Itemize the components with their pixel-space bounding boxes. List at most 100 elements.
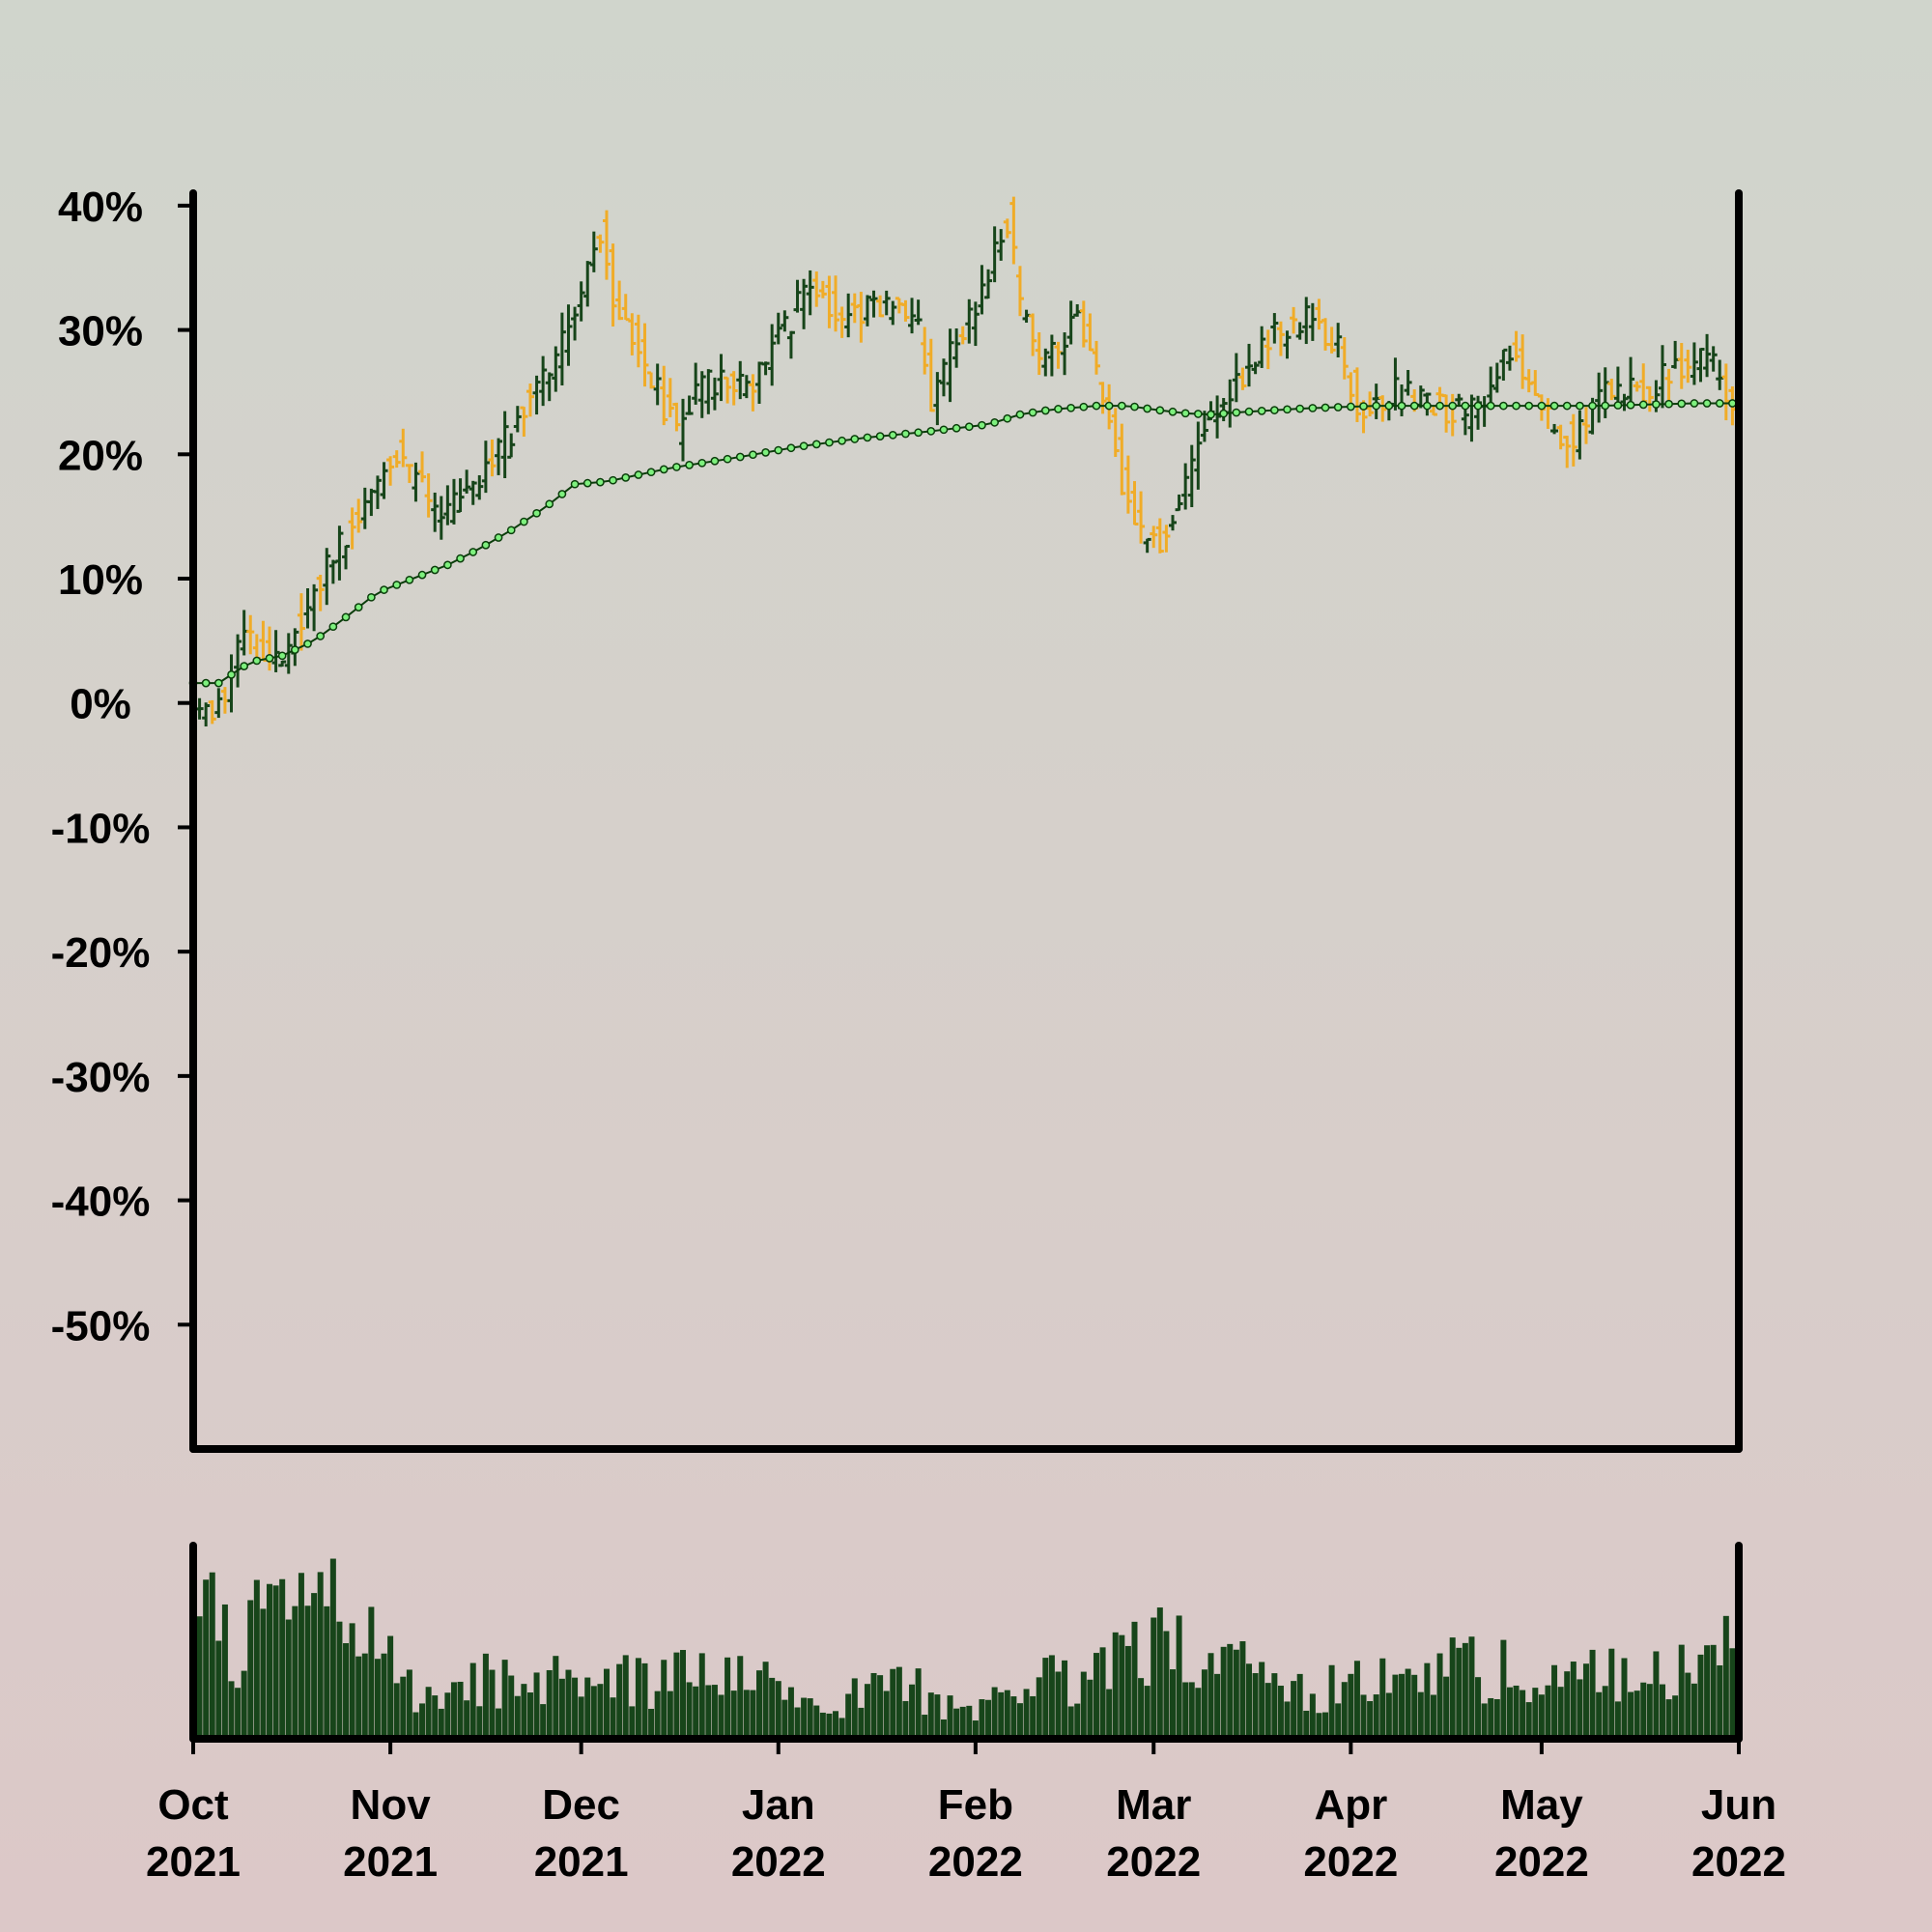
ohlc-bar <box>1404 369 1412 396</box>
ohlc-bar <box>437 496 445 540</box>
ma-marker <box>1715 399 1724 408</box>
ohlc-bar <box>1524 369 1533 393</box>
ohlc-bar <box>1187 444 1196 507</box>
ohlc-bar <box>717 354 725 402</box>
volume-bar <box>1564 1671 1571 1739</box>
ma-marker <box>456 554 465 563</box>
ma-marker <box>532 508 541 518</box>
ohlc-bar <box>926 338 935 412</box>
ma-marker <box>1664 399 1673 409</box>
ohlc-bar <box>1664 368 1673 405</box>
volume-bar <box>1729 1648 1736 1739</box>
x-tick-year: 2022 <box>928 1838 1023 1886</box>
volume-bar <box>851 1678 858 1739</box>
ma-marker <box>316 632 326 640</box>
ohlc-bar <box>1378 395 1387 422</box>
ma-marker <box>1435 401 1444 411</box>
x-tick-month: Apr <box>1314 1781 1387 1829</box>
ohlc-bar <box>1569 413 1577 467</box>
volume-bar <box>1602 1686 1608 1739</box>
volume-bar <box>578 1696 584 1739</box>
volume-bar <box>1048 1655 1055 1739</box>
volume-bar <box>686 1682 693 1739</box>
volume-bar <box>1493 1698 1500 1739</box>
volume-bar <box>1309 1693 1316 1739</box>
volume-bar <box>1220 1646 1227 1739</box>
volume-bar <box>1010 1696 1017 1739</box>
ma-marker <box>201 678 211 688</box>
volume-bar <box>801 1697 808 1739</box>
volume-bar <box>1685 1672 1691 1739</box>
ohlc-bar <box>1047 334 1056 377</box>
ma-marker <box>1486 401 1495 411</box>
ohlc-bar <box>208 699 216 724</box>
volume-bar <box>1646 1684 1653 1739</box>
ma-marker <box>380 585 388 594</box>
ohlc-bar <box>882 290 891 316</box>
ohlc-bar <box>316 574 325 611</box>
volume-bar <box>546 1669 553 1739</box>
ohlc-bar <box>1340 337 1349 380</box>
volume-bar <box>998 1691 1005 1739</box>
ohlc-bar <box>1079 300 1088 348</box>
volume-bar <box>985 1699 992 1739</box>
volume-bar <box>890 1668 896 1739</box>
ma-marker <box>1117 401 1126 411</box>
volume-bar <box>558 1678 565 1739</box>
ma-marker <box>609 475 617 485</box>
volume-bar <box>1443 1676 1450 1739</box>
volume-bar <box>1551 1664 1558 1739</box>
ohlc-bar <box>1251 361 1260 375</box>
volume-bar <box>496 1708 502 1739</box>
ohlc-bar <box>412 462 420 502</box>
volume-bar <box>1036 1677 1042 1739</box>
ma-marker <box>1295 404 1305 413</box>
volume-bar <box>693 1686 699 1739</box>
volume-bar <box>915 1668 922 1739</box>
ohlc-bar <box>857 292 866 343</box>
ma-line <box>193 402 1733 685</box>
ohlc-bar <box>901 299 910 322</box>
ohlc-bar <box>278 660 287 668</box>
ohlc-bar <box>386 456 395 486</box>
volume-bar <box>756 1670 763 1739</box>
volume-bar <box>959 1706 966 1739</box>
volume-bar <box>317 1572 324 1739</box>
ohlc-bar <box>1315 298 1323 330</box>
ma-marker <box>1562 401 1572 411</box>
ohlc-bar <box>1143 537 1151 554</box>
ohlc-bar <box>933 372 942 426</box>
volume-bar <box>1341 1682 1348 1739</box>
ma-marker <box>799 441 809 451</box>
volume-bar <box>724 1657 731 1739</box>
volume-bar <box>1144 1686 1151 1739</box>
volume-bar <box>482 1653 489 1739</box>
ohlc-bar <box>380 462 388 499</box>
ohlc-bar <box>1671 340 1680 369</box>
ohlc-bar <box>1690 342 1698 385</box>
x-axis-ticks: Oct 2021 Nov 2021 Dec 2021 Jan 2022 Feb 2022 Mar 20… <box>146 1739 1786 1886</box>
volume-bar <box>1405 1668 1411 1739</box>
volume-bar <box>1577 1679 1583 1739</box>
volume-bar <box>584 1677 591 1739</box>
ohlc-bar <box>526 384 534 417</box>
ma-marker <box>1601 401 1610 411</box>
y-tick-label: -50% <box>51 1302 151 1350</box>
volume-bar <box>1690 1683 1697 1739</box>
volume-bar <box>991 1687 998 1739</box>
ohlc-bar <box>297 593 305 651</box>
ohlc-bar <box>952 327 961 368</box>
volume-bar <box>361 1653 368 1739</box>
ohlc-bar <box>342 545 351 570</box>
ohlc-bar <box>742 375 751 399</box>
volume-bar <box>1717 1664 1723 1739</box>
volume-bar <box>1259 1662 1265 1739</box>
ohlc-bar <box>984 269 993 299</box>
ohlc-bar <box>571 306 580 341</box>
ma-marker <box>1321 403 1330 412</box>
ma-marker <box>1219 409 1229 418</box>
volume-bar <box>1672 1695 1679 1739</box>
volume-bar <box>1545 1685 1551 1739</box>
ohlc-bar <box>1658 345 1666 409</box>
